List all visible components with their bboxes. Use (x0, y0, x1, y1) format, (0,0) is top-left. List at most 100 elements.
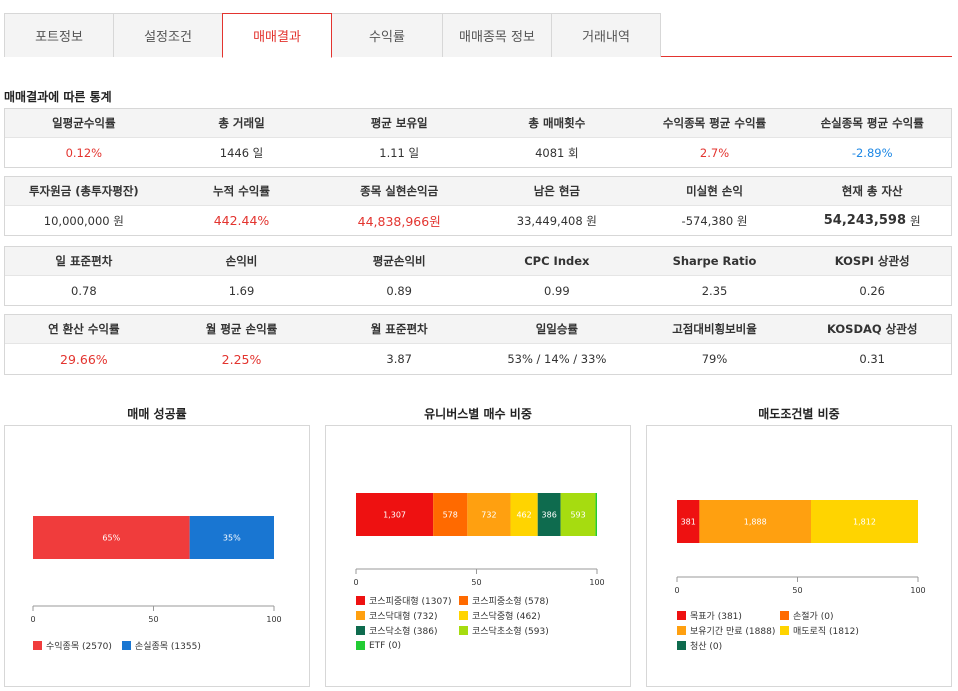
tab-returns[interactable]: 수익률 (331, 13, 443, 57)
x-tick-label-1-0: 0 (353, 578, 358, 587)
legend-swatch (356, 596, 365, 605)
chart-success-rate-svg: 65% 35% 0 50 100 (30, 516, 282, 624)
legend-item-매도로직[interactable]: 매도로직 (1812) (780, 623, 890, 638)
legend-item-손절가[interactable]: 손절가 (0) (780, 608, 890, 623)
value-remaining-cash: 33,449,408 원 (516, 213, 597, 228)
value-principal: 10,000,000 원 (43, 213, 124, 228)
tab-port-info[interactable]: 포트정보 (4, 13, 114, 57)
chart-title-sell-condition: 매도조건별 비중 (758, 407, 840, 421)
header-cumulative-return: 누적 수익률 (213, 184, 270, 198)
header-daily-stddev: 일 표준편차 (55, 254, 113, 268)
legend-swatch (356, 611, 365, 620)
x-tick-label-1-2: 100 (589, 578, 604, 587)
bar-label-2-0: 381 (681, 518, 696, 527)
header-avg-holding-days: 평균 보유일 (370, 116, 428, 130)
legend-item-코스닥중형[interactable]: 코스닥중형 (462) (459, 608, 569, 623)
value-avg-holding-days: 1.11 일 (379, 145, 420, 160)
chart-sell-condition-legend: 목표가 (381) 손절가 (0) 보유기간 만료 (1888) 매도로직 (1812… (677, 608, 890, 653)
legend-swatch (459, 611, 468, 620)
x-tick-label-2-1: 50 (792, 586, 802, 595)
legend-label: 코스피중소형 (578) (472, 597, 549, 607)
legend-label: 목표가 (381) (690, 612, 742, 622)
legend-item-ETF[interactable]: ETF (0) (356, 638, 459, 653)
value-unrealized-pnl: -574,380 원 (681, 213, 748, 228)
tab-trade-results[interactable]: 매매결과 (222, 13, 332, 58)
chart-universe-weight: 1,307 578 732 462 386 593 0 50 100 코스피중대형 (1307)… (325, 425, 631, 687)
legend-swatch (677, 626, 686, 635)
header-unrealized-pnl: 미실현 손익 (686, 184, 743, 198)
bar-segment-1-5 (560, 493, 596, 536)
header-profit-avg-return: 수익종목 평균 수익률 (662, 116, 767, 130)
value-daily-avg-return: 0.12% (65, 145, 103, 160)
header-sideways-ratio: 고점대비횡보비율 (672, 322, 757, 336)
value-monthly-avg-pnl: 2.25% (221, 351, 262, 367)
legend-swatch (356, 626, 365, 635)
bar-segment-2-0 (677, 500, 700, 543)
bar-segment-1-6 (595, 493, 597, 536)
value-monthly-stddev: 3.87 (386, 352, 412, 366)
x-tick-label-0-2: 100 (266, 615, 281, 624)
legend-item-코스닥초소형[interactable]: 코스닥초소형 (593) (459, 623, 569, 638)
chart-universe-weight-svg: 1,307 578 732 462 386 593 0 50 100 (353, 493, 605, 587)
legend-swatch (459, 596, 468, 605)
legend-item-코스피중대형[interactable]: 코스피중대형 (1307) (356, 593, 459, 608)
bar-segment-1-4 (537, 493, 561, 536)
bar-label-1-2: 732 (481, 511, 496, 520)
legend-label: ETF (0) (369, 640, 401, 651)
legend-swatch (459, 626, 468, 635)
value-total-assets: 54,243,598 원 (793, 206, 951, 235)
header-principal: 투자원금 (총투자평잔) (28, 184, 139, 198)
tab-trade-history[interactable]: 거래내역 (551, 13, 661, 57)
value-daily-stddev: 0.78 (71, 283, 97, 298)
bar-label-1-5: 593 (570, 511, 585, 520)
header-total-assets: 현재 총 자산 (841, 184, 903, 198)
total-assets-amount: 54,243,598 (823, 213, 907, 228)
header-total-trading-days: 총 거래일 (218, 116, 265, 130)
legend-item-수익종목[interactable]: 수익종목 (2570) (33, 638, 112, 653)
header-monthly-stddev: 월 표준편차 (370, 322, 428, 336)
legend-item-코스피중소형[interactable]: 코스피중소형 (578) (459, 593, 569, 608)
legend-swatch (33, 641, 42, 650)
header-total-trades: 총 매매횟수 (528, 116, 586, 130)
legend-swatch (677, 611, 686, 620)
legend-label: 보유기간 만료 (1888) (690, 627, 776, 637)
header-monthly-avg-pnl: 월 평균 손익률 (205, 322, 278, 336)
tab-trade-stock-info[interactable]: 매매종목 정보 (442, 13, 552, 57)
value-total-trades: 4081 회 (535, 145, 579, 160)
x-tick-label-0-1: 50 (148, 615, 158, 624)
bar-label-1-4: 386 (542, 511, 557, 520)
legend-swatch (780, 611, 789, 620)
header-daily-win-rate: 일일승률 (535, 322, 579, 336)
tab-settings[interactable]: 설정조건 (113, 13, 223, 57)
legend-item-목표가[interactable]: 목표가 (381) (677, 608, 780, 623)
bar-label-0-1: 35% (223, 534, 241, 543)
header-annualized-return: 연 환산 수익률 (48, 322, 120, 336)
bar-segment-2-2 (699, 500, 811, 543)
x-tick-label-2-2: 100 (910, 586, 925, 595)
chart-title-universe-weight: 유니버스별 매수 비중 (424, 407, 532, 421)
legend-swatch (356, 641, 365, 650)
legend-item-청산[interactable]: 청산 (0) (677, 638, 780, 653)
bar-label-1-3: 462 (516, 511, 531, 520)
value-realized-pnl: 44,838,966원 (357, 214, 441, 229)
legend-item-코스닥대형[interactable]: 코스닥대형 (732) (356, 608, 459, 623)
header-kospi-correlation: KOSPI 상관성 (834, 254, 910, 268)
legend-label: 매도로직 (1812) (793, 627, 859, 637)
value-profit-avg-return: 2.7% (699, 145, 730, 160)
chart-success-rate: 65% 35% 0 50 100 수익종목 (2570) 손실종목 (1355) (4, 425, 310, 687)
tab-bar: 포트정보 설정조건 매매결과 수익률 매매종목 정보 거래내역 (4, 13, 952, 58)
bar-segment-0-1 (189, 516, 274, 559)
bar-label-2-3: 1,812 (853, 518, 876, 527)
section-title: 매매결과에 따른 통계 (4, 90, 112, 104)
legend-label: 코스피중대형 (1307) (369, 597, 452, 607)
value-kosdaq-correlation: 0.31 (859, 352, 885, 366)
bar-segment-2-3 (810, 500, 918, 543)
legend-label: 수익종목 (2570) (46, 642, 112, 652)
value-pnl-ratio: 1.69 (228, 283, 255, 298)
legend-item-손실종목[interactable]: 손실종목 (1355) (121, 638, 201, 653)
legend-item-코스닥소형[interactable]: 코스닥소형 (386) (356, 623, 459, 638)
bar-segment-1-2 (467, 493, 511, 536)
value-avg-pnl-ratio: 0.89 (386, 283, 412, 298)
legend-item-보유기간-만료[interactable]: 보유기간 만료 (1888) (677, 623, 780, 638)
chart-title-success-rate: 매매 성공률 (127, 407, 187, 421)
